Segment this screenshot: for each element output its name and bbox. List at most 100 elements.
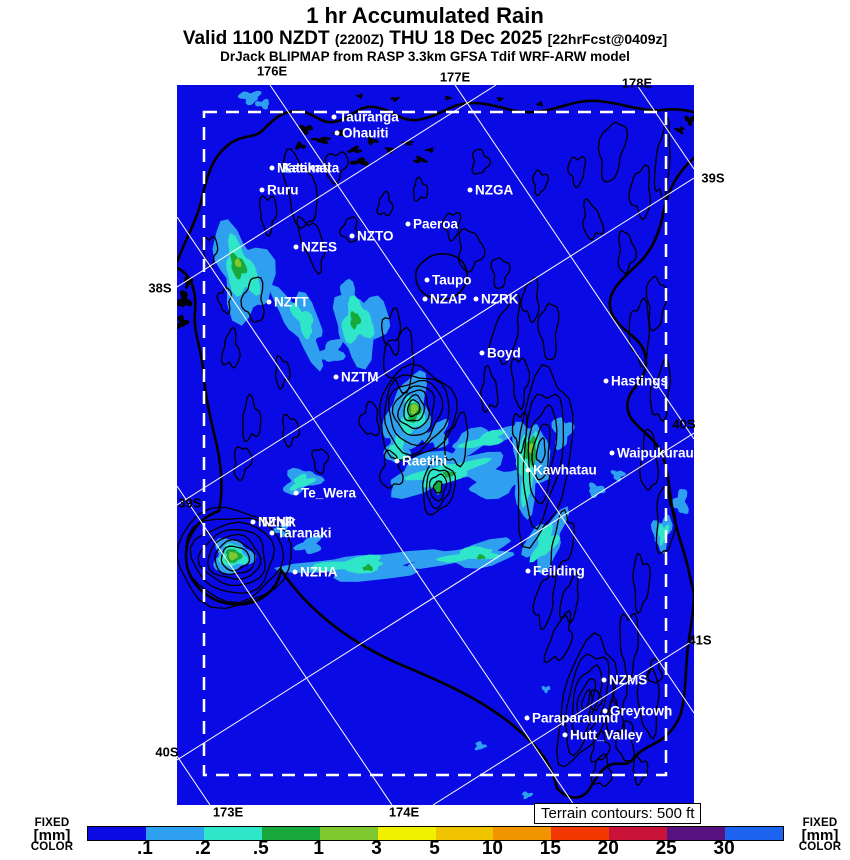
station-dot <box>349 233 355 239</box>
longitude-line <box>454 85 694 440</box>
grid-label-178e: 178E <box>621 75 653 91</box>
station-dot <box>422 296 428 302</box>
terrain-contour <box>649 358 672 423</box>
grid-label-177e: 177E <box>439 69 471 85</box>
terrain-contour-ring <box>403 393 426 422</box>
coast-speck <box>367 137 379 146</box>
terrain-contour <box>282 148 318 230</box>
rain-patch-core <box>228 551 238 561</box>
terrain-contour <box>282 413 301 448</box>
station-label-nzes: NZES <box>301 239 338 255</box>
colorbar-tick-.2: .2 <box>194 838 211 859</box>
grid-label-40s: 40S <box>155 744 179 760</box>
grid-label-39s: 39S <box>701 170 725 186</box>
station-dot <box>333 374 339 380</box>
terrain-contour-ring <box>527 403 558 505</box>
terrain-contour <box>412 176 429 202</box>
station-label-greytown: Greytown <box>610 703 673 719</box>
terrain-contour-ring <box>379 363 458 461</box>
coast-speck <box>177 290 193 308</box>
station-dot <box>525 568 531 574</box>
terrain-contour <box>645 275 668 332</box>
station-dot <box>266 299 272 305</box>
forecast-tag: [22hrFcst@0409z] <box>547 31 668 47</box>
lake-taupo-outline <box>415 253 468 301</box>
station-dot <box>269 165 275 171</box>
terrain-contour <box>510 357 531 411</box>
station-label-tauranga: Tauranga <box>339 109 399 125</box>
latitude-line <box>177 85 497 288</box>
station-dot <box>394 458 400 464</box>
terrain-contour-ring <box>432 480 443 494</box>
rain-patch-light <box>405 537 515 569</box>
rain-patch-moderate <box>289 302 314 340</box>
station-label-raetihi: Raetihi <box>402 453 448 469</box>
coast-speck <box>346 145 363 154</box>
terrain-contour <box>471 148 492 175</box>
coast-speck <box>674 126 685 135</box>
terrain-contour <box>380 307 402 357</box>
longitude-line <box>177 755 211 805</box>
terrain-contour-ring <box>422 458 457 516</box>
colorbar-segment <box>725 827 784 840</box>
rain-patch-heavy <box>476 554 486 560</box>
grid-label-40s: 40S <box>672 416 696 432</box>
terrain-contour <box>589 730 611 763</box>
station-label-feilding: Feilding <box>533 563 585 579</box>
station-label-boyd: Boyd <box>487 345 521 361</box>
colorbar-segment <box>551 827 610 840</box>
station-label-ohauiti: Ohauiti <box>342 125 389 141</box>
coastline <box>608 156 694 598</box>
grid-label-39s: 39S <box>178 495 202 511</box>
rain-patch-moderate <box>289 473 317 491</box>
terrain-contour <box>480 364 499 414</box>
station-label-nznp: NZNP <box>258 514 295 530</box>
station-label-ruru: Ruru <box>267 182 299 198</box>
station-dot <box>473 296 479 302</box>
terrain-contours-note: Terrain contours: 500 ft <box>534 803 702 824</box>
terrain-contour-ring <box>214 538 256 576</box>
terrain-contour <box>457 228 486 273</box>
terrain-contour <box>532 169 550 197</box>
rain-patch-light <box>610 470 626 482</box>
terrain-contour <box>590 753 614 787</box>
valid-utc: (2200Z) <box>334 31 384 47</box>
rain-patch-light <box>270 522 291 538</box>
grid-label-174e: 174E <box>388 804 420 820</box>
terrain-contour-ring <box>556 632 618 768</box>
model-domain-boundary <box>202 110 668 777</box>
colorbar-segment <box>667 827 726 840</box>
longitude-line <box>636 85 694 170</box>
valid-time-line: Valid 1100 NZDT (2200Z) THU 18 Dec 2025 … <box>0 28 850 50</box>
station-dot <box>479 350 485 356</box>
coastline <box>177 99 694 264</box>
coast-speck <box>294 141 306 150</box>
colorbar-units-left: FIXED [mm] COLOR <box>30 817 74 853</box>
station-label-nzha: NZHA <box>300 564 338 580</box>
station-dot <box>293 244 299 250</box>
terrain-contour <box>543 609 574 663</box>
rain-patch-moderate <box>388 435 406 462</box>
terrain-contour-ring <box>397 389 431 430</box>
page-title: 1 hr Accumulated Rain <box>306 3 544 28</box>
terrain-contour-ring <box>425 468 452 510</box>
rain-patch-light <box>670 489 689 515</box>
coast-speck <box>177 314 190 329</box>
rain-patch-core <box>410 403 419 415</box>
colorbar-segment <box>493 827 552 840</box>
terrain-contour <box>233 446 254 482</box>
station-label-katikati: Katikati <box>282 160 331 176</box>
rain-patch-light <box>588 482 606 499</box>
colorbar-tick-3: 3 <box>371 838 382 859</box>
station-label-matamata: Matamata <box>277 160 340 176</box>
terrain-contour <box>532 569 557 630</box>
station-dot <box>524 715 530 721</box>
longitude-line <box>177 485 393 805</box>
terrain-contour <box>549 508 575 578</box>
colorbar-segment <box>435 827 494 840</box>
station-dot <box>609 450 615 456</box>
colorbar-segment <box>261 827 320 840</box>
rain-patch-light <box>312 339 346 362</box>
